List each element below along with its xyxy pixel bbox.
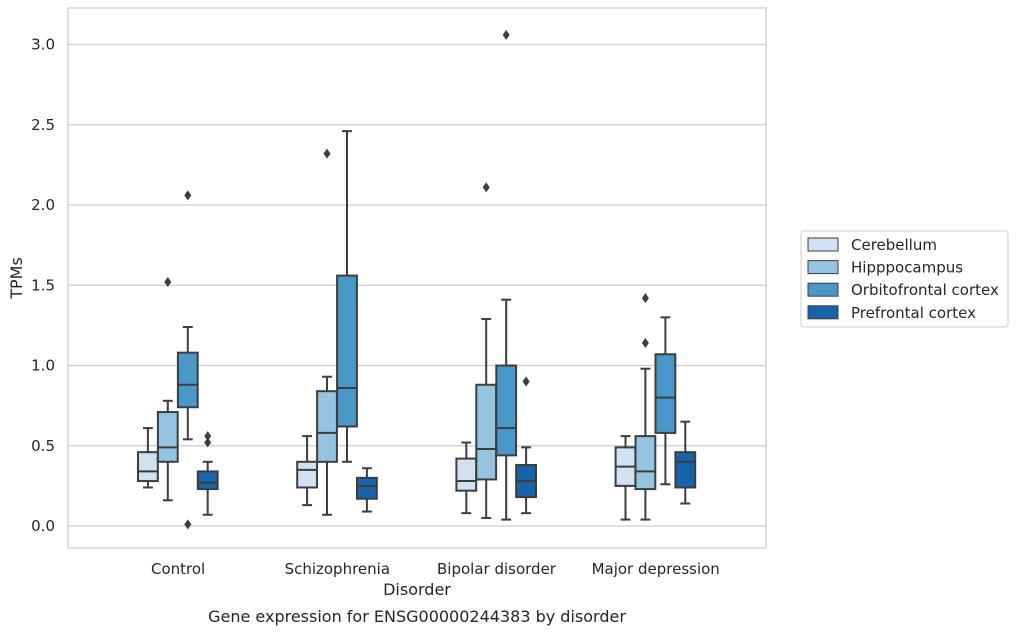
outlier-marker — [482, 182, 490, 193]
outlier-marker — [641, 293, 649, 304]
legend-swatch — [807, 237, 839, 252]
box-iqr — [654, 353, 677, 434]
legend-label: Orbitofrontal cortex — [851, 281, 999, 299]
legend-swatch — [807, 282, 839, 297]
box-iqr — [455, 457, 478, 492]
box-1-0 — [156, 277, 179, 502]
outlier-marker — [641, 338, 649, 349]
box-2-1 — [336, 130, 358, 463]
box-iqr — [156, 411, 179, 463]
y-tick-label: 1.5 — [31, 276, 55, 294]
outlier-marker — [184, 190, 192, 201]
box-iqr — [137, 451, 159, 483]
box-3-3 — [674, 420, 697, 505]
x-tick-label: Major depression — [592, 560, 720, 578]
box-iqr — [634, 435, 657, 491]
box-3-2 — [515, 376, 538, 515]
y-tick-labels: 0.0 0.5 1.0 1.5 2.0 2.5 3.0 — [31, 36, 55, 536]
box-iqr — [336, 274, 358, 428]
x-tick-labels: Control Schizophrenia Bipolar disorder Majo… — [151, 560, 720, 578]
box-2-3 — [654, 316, 677, 486]
y-tick-label: 3.0 — [31, 36, 55, 54]
box-iqr — [196, 470, 219, 491]
legend-label: Hipppocampus — [851, 259, 963, 277]
legend-label: Cerebellum — [851, 236, 937, 254]
box-iqr — [296, 460, 319, 489]
y-axis-title: TPMs — [7, 257, 26, 300]
x-tick-label: Bipolar disorder — [437, 560, 557, 578]
outlier-marker — [184, 519, 192, 530]
y-tick-label: 0.5 — [31, 437, 55, 455]
box-iqr — [495, 364, 518, 457]
outlier-marker — [522, 376, 530, 387]
box-iqr — [475, 383, 498, 481]
box-0-0 — [137, 427, 159, 489]
box-iqr — [356, 476, 378, 500]
y-tick-label: 0.0 — [31, 517, 55, 535]
x-axis-title: Disorder — [383, 580, 451, 599]
box-2-0 — [176, 190, 199, 530]
box-iqr — [176, 351, 199, 409]
y-tick-label: 2.5 — [31, 116, 55, 134]
y-tick-label: 1.0 — [31, 357, 55, 375]
plot-area-frame — [67, 7, 767, 549]
outlier-marker — [502, 29, 510, 40]
box-1-3 — [634, 293, 657, 521]
outlier-marker — [164, 277, 172, 288]
outlier-marker — [204, 437, 212, 448]
legend-swatch — [807, 305, 839, 320]
outlier-marker — [204, 431, 212, 442]
box-2-2 — [495, 29, 518, 521]
legend-label: Prefrontal cortex — [851, 304, 976, 322]
box-iqr — [316, 390, 338, 463]
legend-swatch — [807, 260, 839, 275]
legend: Cerebellum Hipppocampus Orbitofrontal cort… — [800, 230, 1009, 328]
box-0-3 — [614, 435, 637, 521]
legend-frame — [800, 230, 1009, 328]
x-tick-label: Control — [151, 560, 205, 578]
boxes-layer — [137, 29, 697, 530]
x-tick-label: Schizophrenia — [285, 560, 390, 578]
y-tick-label: 2.0 — [31, 196, 55, 214]
box-3-0 — [196, 431, 219, 516]
chart-caption: Gene expression for ENSG00000244383 by d… — [208, 607, 626, 626]
box-iqr — [674, 451, 697, 489]
box-3-1 — [356, 467, 378, 513]
outlier-marker — [323, 148, 331, 159]
box-0-1 — [296, 435, 319, 507]
